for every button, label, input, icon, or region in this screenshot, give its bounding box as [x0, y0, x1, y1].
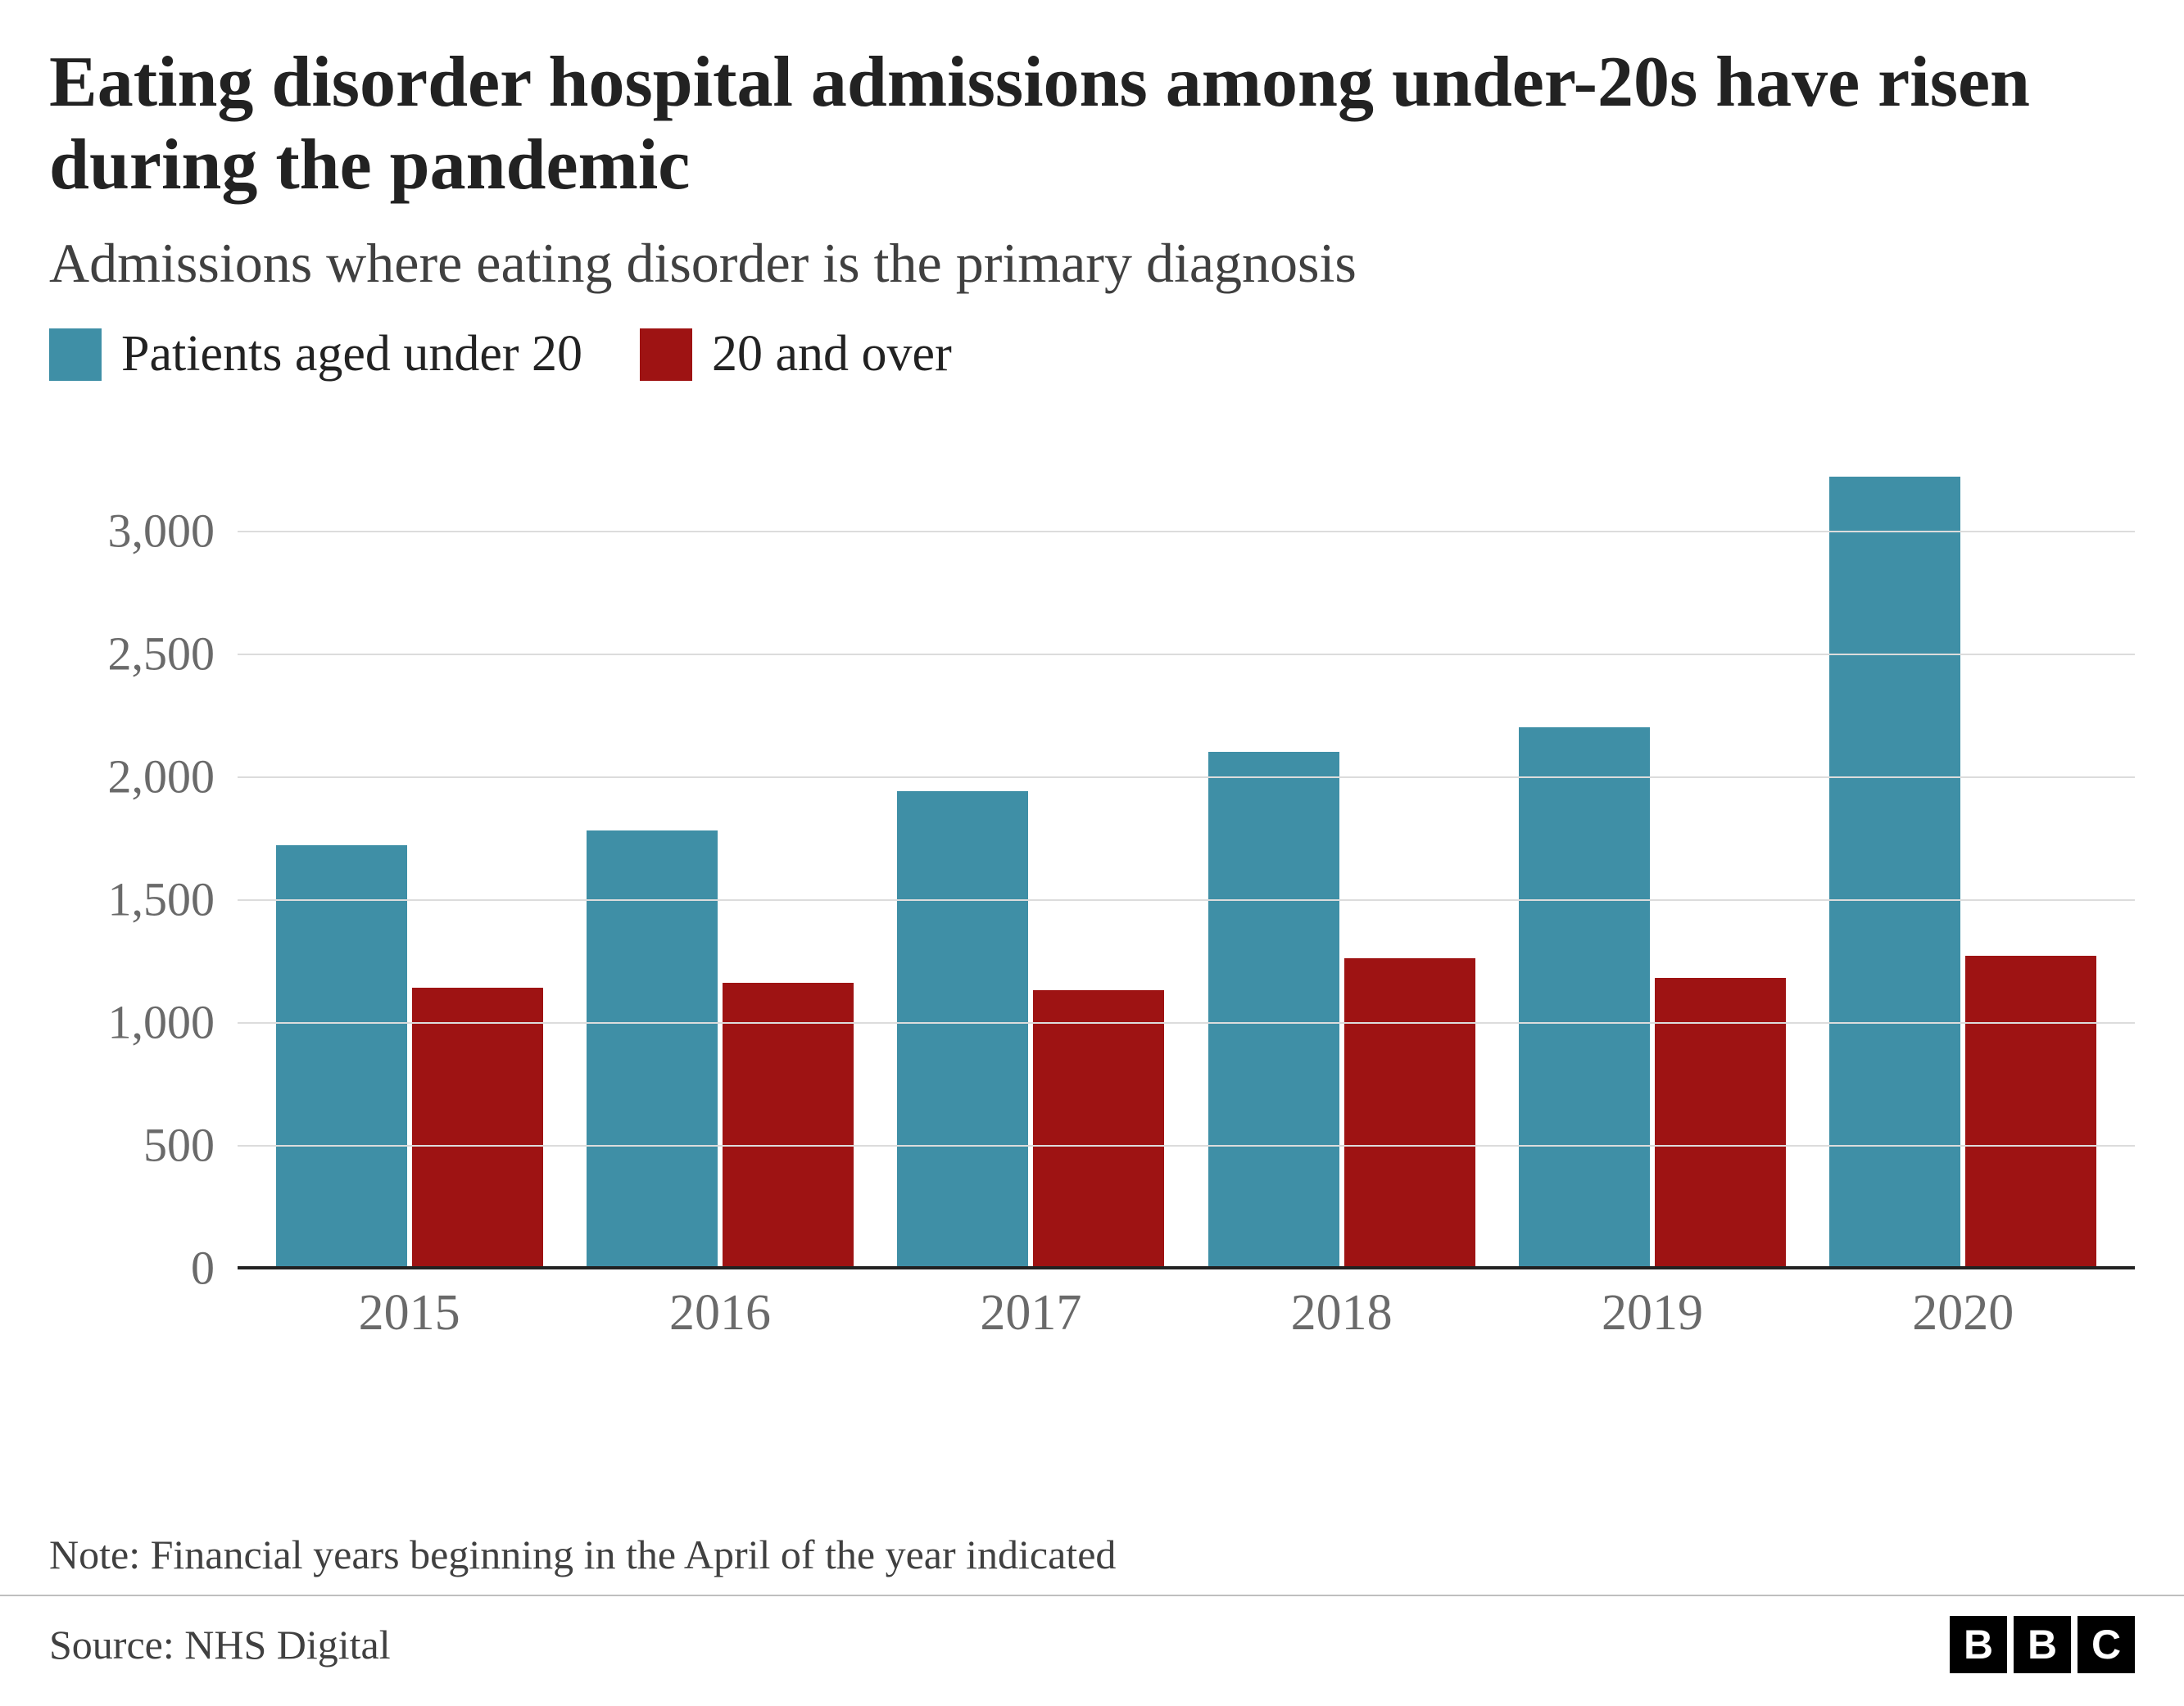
bar	[897, 791, 1028, 1268]
grid-line	[238, 1022, 2135, 1024]
bars-region	[238, 432, 2135, 1268]
x-tick-label: 2015	[276, 1284, 543, 1342]
bar	[723, 983, 854, 1268]
legend-label: 20 and over	[712, 325, 952, 383]
bar	[276, 845, 407, 1268]
bar-group	[1208, 432, 1475, 1268]
legend-item: Patients aged under 20	[49, 325, 582, 383]
y-tick-label: 0	[191, 1241, 215, 1296]
chart-subtitle: Admissions where eating disorder is the …	[49, 231, 2135, 296]
chart-title: Eating disorder hospital admissions amon…	[49, 41, 2135, 206]
y-tick-label: 3,000	[108, 504, 215, 559]
y-tick-label: 2,000	[108, 749, 215, 804]
chart-legend: Patients aged under 20 20 and over	[49, 325, 2135, 383]
legend-swatch	[640, 328, 692, 381]
chart-source: Source: NHS Digital	[49, 1621, 391, 1668]
grid-line	[238, 1145, 2135, 1147]
bar-group	[587, 432, 854, 1268]
bar-group	[1519, 432, 1786, 1268]
bar-group	[897, 432, 1164, 1268]
grid-line	[238, 654, 2135, 655]
y-tick-label: 2,500	[108, 627, 215, 681]
source-row: Source: NHS Digital BBC	[0, 1596, 2184, 1673]
legend-swatch	[49, 328, 102, 381]
bar	[1965, 956, 2096, 1268]
bar	[587, 830, 718, 1268]
x-tick-label: 2019	[1519, 1284, 1786, 1342]
bar	[1344, 958, 1475, 1268]
grid-line	[238, 899, 2135, 901]
x-tick-label: 2017	[897, 1284, 1164, 1342]
legend-label: Patients aged under 20	[121, 325, 582, 383]
bbc-logo-box: B	[2014, 1616, 2071, 1673]
y-tick-label: 1,500	[108, 872, 215, 927]
grid-line	[238, 531, 2135, 532]
x-tick-label: 2018	[1208, 1284, 1475, 1342]
chart-note: Note: Financial years beginning in the A…	[0, 1531, 2184, 1595]
plot-area: 05001,0001,5002,0002,5003,000	[49, 432, 2135, 1268]
y-tick-label: 1,000	[108, 995, 215, 1050]
bar	[1208, 752, 1339, 1268]
bar-group	[1829, 432, 2096, 1268]
chart-footer: Note: Financial years beginning in the A…	[0, 1531, 2184, 1673]
x-tick-label: 2016	[587, 1284, 854, 1342]
x-axis: 2015 2016 2017 2018 2019 2020	[238, 1268, 2135, 1342]
bbc-logo-box: B	[1950, 1616, 2007, 1673]
grid-line	[238, 776, 2135, 778]
legend-item: 20 and over	[640, 325, 952, 383]
chart-container: Eating disorder hospital admissions amon…	[0, 0, 2184, 1706]
bbc-logo: BBC	[1950, 1616, 2135, 1673]
bbc-logo-box: C	[2078, 1616, 2135, 1673]
bar	[1829, 477, 1960, 1268]
y-axis: 05001,0001,5002,0002,5003,000	[49, 432, 238, 1268]
x-tick-label: 2020	[1829, 1284, 2096, 1342]
bar	[412, 988, 543, 1268]
bar	[1519, 727, 1650, 1268]
y-tick-label: 500	[143, 1118, 215, 1173]
bar	[1033, 990, 1164, 1268]
bar-group	[276, 432, 543, 1268]
